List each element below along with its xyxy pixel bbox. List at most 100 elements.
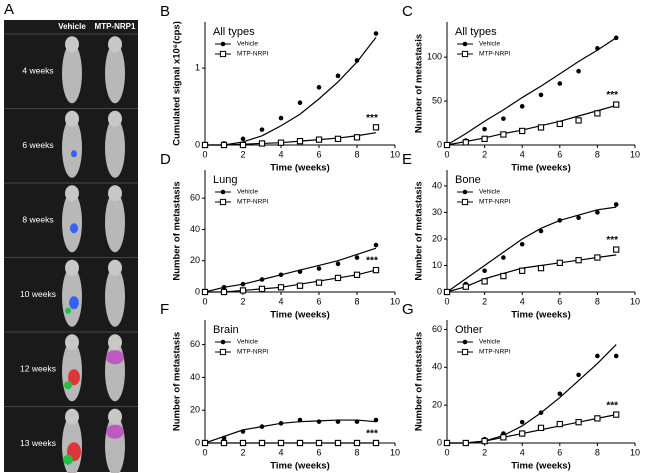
point bbox=[220, 141, 228, 149]
fit-curve bbox=[205, 132, 377, 146]
point bbox=[537, 124, 545, 131]
fit-curve bbox=[446, 37, 617, 146]
row-label: 10 weeks bbox=[20, 289, 56, 299]
point bbox=[576, 215, 581, 221]
x-tick-label: 0 bbox=[202, 296, 207, 306]
point bbox=[315, 279, 323, 286]
point bbox=[258, 285, 266, 293]
annotation: *** bbox=[606, 235, 618, 246]
point bbox=[240, 429, 246, 434]
point bbox=[500, 272, 507, 280]
point bbox=[519, 419, 525, 425]
y-axis-title: Number of metastasis bbox=[172, 332, 183, 431]
point bbox=[482, 268, 487, 274]
fit-curve bbox=[205, 37, 377, 146]
legend-label: MTP-NRPI bbox=[237, 51, 269, 58]
point bbox=[594, 415, 601, 422]
point bbox=[595, 353, 600, 359]
legend-marker bbox=[220, 339, 226, 345]
y-axis-title: Cumulated signal x10⁶(cps) bbox=[172, 21, 183, 146]
chart-title: All types bbox=[455, 26, 497, 38]
point bbox=[354, 419, 360, 424]
x-tick-label: 8 bbox=[595, 296, 600, 306]
column-label: MTP-NRP1 bbox=[95, 22, 136, 31]
x-tick-label: 2 bbox=[482, 296, 487, 306]
legend-label: MTP-NRPI bbox=[479, 51, 511, 58]
point bbox=[372, 266, 380, 274]
point bbox=[462, 439, 469, 447]
signal bbox=[68, 369, 80, 386]
x-axis-title: Time (weeks) bbox=[270, 163, 330, 174]
x-tick-label: 6 bbox=[557, 296, 562, 306]
mouse-image bbox=[105, 43, 125, 104]
annotation: *** bbox=[366, 429, 378, 440]
legend-label: MTP-NRPI bbox=[237, 349, 269, 356]
x-tick-label: 10 bbox=[390, 296, 400, 306]
point bbox=[594, 110, 601, 117]
point bbox=[296, 439, 304, 447]
point bbox=[556, 120, 563, 128]
point bbox=[240, 136, 246, 142]
legend-marker bbox=[462, 339, 468, 345]
panel-letter: E bbox=[402, 151, 412, 168]
point bbox=[443, 288, 451, 296]
mouse-image bbox=[105, 192, 125, 253]
x-tick-label: 8 bbox=[354, 447, 359, 457]
y-tick-label: 30 bbox=[432, 207, 442, 217]
fit-curve bbox=[446, 254, 617, 293]
y-tick-label: 1 bbox=[195, 63, 200, 73]
point bbox=[575, 419, 582, 426]
x-tick-label: 2 bbox=[482, 447, 487, 457]
legend-marker bbox=[461, 198, 469, 206]
x-tick-label: 10 bbox=[630, 447, 640, 457]
point bbox=[538, 228, 544, 234]
y-axis-title: Number of metastasis bbox=[414, 34, 425, 133]
y-tick-label: 40 bbox=[190, 224, 200, 234]
point bbox=[316, 419, 322, 424]
legend-label: MTP-NRPI bbox=[237, 199, 269, 206]
y-tick-label: 20 bbox=[432, 400, 442, 410]
legend-label: Vehicle bbox=[237, 41, 258, 48]
fit-curve bbox=[204, 247, 377, 293]
point bbox=[613, 411, 620, 418]
annotation: *** bbox=[606, 90, 618, 101]
chart-title: Other bbox=[455, 324, 483, 336]
annotation: *** bbox=[366, 113, 378, 124]
point bbox=[277, 139, 285, 146]
legend-marker bbox=[219, 348, 227, 356]
point bbox=[239, 141, 247, 149]
y-tick-label: 0 bbox=[437, 139, 442, 149]
annotation: *** bbox=[606, 400, 618, 411]
legend-marker bbox=[220, 189, 226, 195]
signal bbox=[71, 150, 77, 158]
y-tick-label: 0 bbox=[437, 286, 442, 296]
point bbox=[372, 124, 380, 131]
y-tick-label: 60 bbox=[432, 324, 442, 334]
x-tick-label: 2 bbox=[240, 296, 245, 306]
point bbox=[334, 274, 342, 282]
x-tick-label: 10 bbox=[630, 296, 640, 306]
row-label: 4 weeks bbox=[22, 66, 53, 76]
point bbox=[240, 281, 246, 287]
point bbox=[595, 210, 600, 215]
point bbox=[372, 439, 380, 447]
mouse-head bbox=[108, 110, 122, 127]
point bbox=[501, 255, 506, 260]
panel-letter: C bbox=[402, 3, 413, 20]
point bbox=[613, 202, 619, 207]
point bbox=[258, 439, 266, 447]
fit-curve bbox=[446, 104, 617, 146]
point bbox=[239, 287, 247, 294]
point bbox=[354, 255, 360, 260]
y-tick-label: 50 bbox=[432, 95, 442, 105]
signal bbox=[106, 350, 124, 365]
point bbox=[519, 104, 525, 109]
point bbox=[613, 101, 620, 108]
chart-title: All types bbox=[213, 26, 255, 38]
point bbox=[259, 127, 265, 132]
legend-marker bbox=[462, 41, 468, 47]
x-axis-title: Time (weeks) bbox=[511, 461, 571, 472]
point bbox=[556, 259, 563, 266]
legend-marker bbox=[461, 50, 469, 58]
panel-letter: A bbox=[4, 1, 14, 18]
